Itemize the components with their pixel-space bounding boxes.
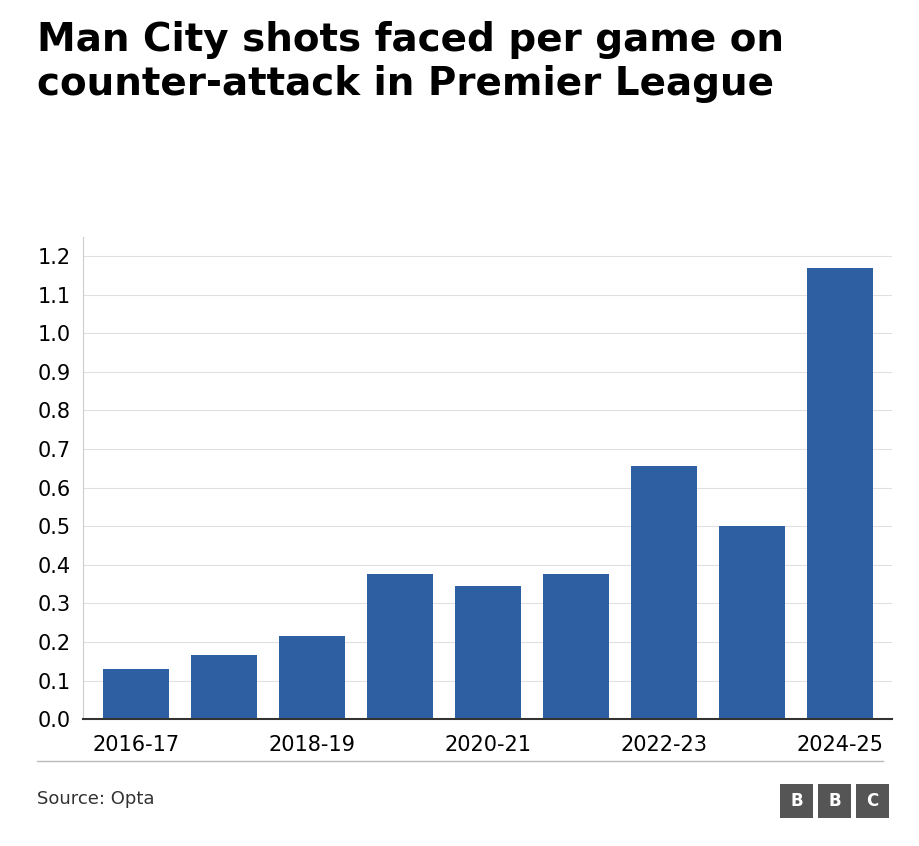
- Text: Source: Opta: Source: Opta: [37, 790, 154, 809]
- Bar: [103, 669, 168, 719]
- Text: B: B: [789, 792, 802, 810]
- Bar: [806, 267, 871, 719]
- Bar: [630, 466, 696, 719]
- Bar: [718, 526, 784, 719]
- Bar: [542, 574, 608, 719]
- Bar: [366, 574, 432, 719]
- Text: Man City shots faced per game on
counter-attack in Premier League: Man City shots faced per game on counter…: [37, 21, 783, 103]
- Bar: [278, 636, 345, 719]
- Bar: [454, 586, 520, 719]
- Bar: [190, 656, 256, 719]
- Text: C: C: [865, 792, 878, 810]
- Text: B: B: [827, 792, 840, 810]
